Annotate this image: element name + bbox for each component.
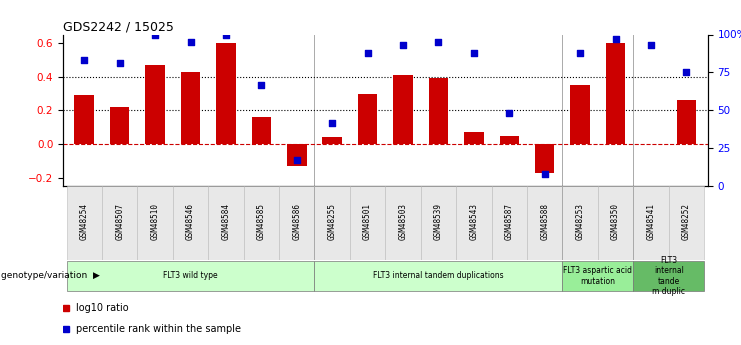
FancyBboxPatch shape	[634, 186, 668, 260]
Text: GSM48541: GSM48541	[646, 204, 656, 240]
Text: GSM48503: GSM48503	[399, 204, 408, 240]
Bar	[499, 136, 519, 144]
FancyBboxPatch shape	[314, 186, 350, 260]
Bar	[464, 132, 484, 144]
FancyBboxPatch shape	[173, 186, 208, 260]
Text: GSM48588: GSM48588	[540, 204, 549, 240]
FancyBboxPatch shape	[102, 186, 137, 260]
FancyBboxPatch shape	[421, 186, 456, 260]
FancyBboxPatch shape	[350, 186, 385, 260]
Text: GSM48586: GSM48586	[292, 204, 302, 240]
FancyBboxPatch shape	[244, 186, 279, 260]
Text: GSM48255: GSM48255	[328, 204, 336, 240]
Bar	[145, 65, 165, 144]
Bar	[252, 117, 271, 144]
FancyBboxPatch shape	[562, 261, 634, 291]
Bar	[606, 43, 625, 144]
Text: genotype/variation  ▶: genotype/variation ▶	[1, 272, 99, 280]
Bar	[677, 100, 696, 144]
Text: FLT3 aspartic acid
mutation: FLT3 aspartic acid mutation	[563, 266, 632, 286]
Text: GSM48585: GSM48585	[257, 204, 266, 240]
Point	[503, 111, 515, 116]
Text: GSM48543: GSM48543	[469, 204, 479, 240]
Bar	[110, 107, 130, 144]
FancyBboxPatch shape	[279, 186, 314, 260]
Text: FLT3 internal tandem duplications: FLT3 internal tandem duplications	[373, 272, 504, 280]
Point	[574, 50, 586, 56]
Point	[185, 39, 196, 45]
FancyBboxPatch shape	[491, 186, 527, 260]
FancyBboxPatch shape	[456, 186, 491, 260]
Point	[468, 50, 480, 56]
Text: GSM48501: GSM48501	[363, 204, 372, 240]
FancyBboxPatch shape	[314, 261, 562, 291]
Point	[220, 32, 232, 37]
Bar	[358, 93, 377, 144]
Text: GSM48584: GSM48584	[222, 204, 230, 240]
FancyBboxPatch shape	[562, 186, 598, 260]
Point	[362, 50, 373, 56]
Text: GSM48507: GSM48507	[115, 204, 124, 240]
Point	[397, 42, 409, 48]
Text: percentile rank within the sample: percentile rank within the sample	[76, 324, 241, 334]
Bar	[322, 137, 342, 144]
Point	[680, 70, 692, 75]
FancyBboxPatch shape	[67, 186, 102, 260]
Point	[539, 171, 551, 177]
FancyBboxPatch shape	[67, 261, 314, 291]
FancyBboxPatch shape	[634, 261, 704, 291]
Point	[645, 42, 657, 48]
FancyBboxPatch shape	[668, 186, 704, 260]
Text: GSM48539: GSM48539	[434, 204, 443, 240]
Point	[610, 36, 622, 42]
Bar	[287, 144, 307, 166]
Bar	[216, 43, 236, 144]
Bar	[535, 144, 554, 173]
FancyBboxPatch shape	[208, 186, 244, 260]
Point	[433, 39, 445, 45]
FancyBboxPatch shape	[385, 186, 421, 260]
Bar	[393, 75, 413, 144]
Point	[149, 32, 161, 37]
Text: log10 ratio: log10 ratio	[76, 303, 128, 313]
Text: GDS2242 / 15025: GDS2242 / 15025	[63, 20, 174, 33]
Text: GSM48253: GSM48253	[576, 204, 585, 240]
Bar	[181, 72, 200, 144]
FancyBboxPatch shape	[137, 186, 173, 260]
Point	[326, 120, 338, 125]
Text: GSM48587: GSM48587	[505, 204, 514, 240]
Text: FLT3
internal
tande
m duplic: FLT3 internal tande m duplic	[652, 256, 685, 296]
Text: GSM48546: GSM48546	[186, 204, 195, 240]
Bar	[429, 78, 448, 144]
Text: GSM48252: GSM48252	[682, 204, 691, 240]
FancyBboxPatch shape	[527, 186, 562, 260]
Text: GSM48350: GSM48350	[611, 204, 620, 240]
Text: GSM48254: GSM48254	[80, 204, 89, 240]
Bar	[75, 95, 94, 144]
Point	[79, 58, 90, 63]
Text: FLT3 wild type: FLT3 wild type	[163, 272, 218, 280]
Bar	[571, 85, 590, 144]
Point	[113, 61, 125, 66]
Point	[256, 82, 268, 87]
Point	[290, 158, 302, 163]
FancyBboxPatch shape	[598, 186, 634, 260]
Text: GSM48510: GSM48510	[150, 204, 159, 240]
